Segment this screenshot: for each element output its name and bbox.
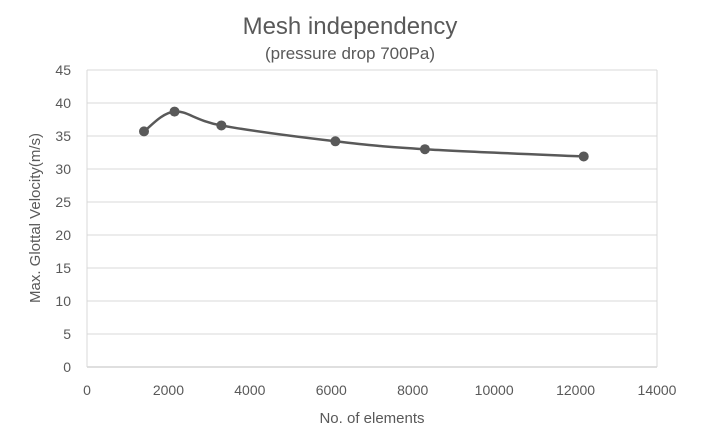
y-tick-label: 5 xyxy=(63,326,71,342)
x-tick-label: 2000 xyxy=(153,382,184,398)
data-point xyxy=(330,136,341,147)
x-tick-label: 10000 xyxy=(475,382,514,398)
data-point xyxy=(578,151,589,162)
y-tick-label: 45 xyxy=(55,62,71,78)
x-tick-label: 8000 xyxy=(397,382,428,398)
y-tick-label: 40 xyxy=(55,95,71,111)
x-tick-label: 6000 xyxy=(316,382,347,398)
x-tick-label: 12000 xyxy=(556,382,595,398)
y-tick-label: 20 xyxy=(55,227,71,243)
series-line xyxy=(143,110,584,158)
x-tick-label: 4000 xyxy=(234,382,265,398)
y-tick-label: 0 xyxy=(63,359,71,375)
series-layer xyxy=(139,106,589,162)
y-tick-label: 10 xyxy=(55,293,71,309)
gridlines xyxy=(86,69,658,368)
x-axis-label: No. of elements xyxy=(319,410,424,427)
y-tick-label: 15 xyxy=(55,260,71,276)
data-point xyxy=(169,106,180,117)
data-point xyxy=(419,144,430,155)
data-point xyxy=(216,120,227,131)
data-point xyxy=(139,126,149,137)
y-tick-label: 35 xyxy=(55,128,71,144)
x-tick-label: 14000 xyxy=(638,382,677,398)
y-axis-label: Max. Glottal Velocity(m/s) xyxy=(27,133,44,303)
x-axis-ticks: 0 2000 4000 6000 8000 10000 12000 14000 xyxy=(83,382,677,398)
chart-title: Mesh independency xyxy=(243,13,458,40)
chart-subtitle: (pressure drop 700Pa) xyxy=(265,44,435,63)
y-tick-label: 30 xyxy=(55,161,71,177)
y-axis-ticks: 0 5 10 15 20 25 30 35 40 45 xyxy=(55,62,71,375)
x-tick-label: 0 xyxy=(83,382,91,398)
y-tick-label: 25 xyxy=(55,194,71,210)
